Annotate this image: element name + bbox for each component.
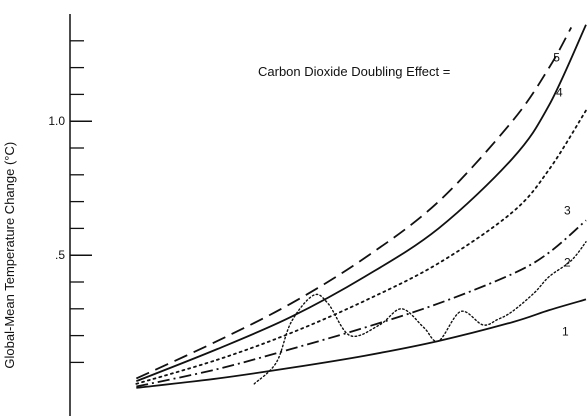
series-label: 3 [564, 203, 571, 217]
series-label: 2 [564, 255, 571, 269]
series-line-5 [135, 26, 573, 380]
series-line-4 [136, 24, 587, 382]
series-line-2 [136, 219, 587, 388]
label-layer: Global-Mean Temperature Change (°C) Carb… [2, 50, 571, 368]
series-label: 1 [562, 324, 569, 338]
axis-layer: .5 1.0 [48, 14, 92, 416]
series-line-1 [136, 298, 587, 389]
series-line-3 [135, 109, 587, 385]
series-layer [135, 24, 587, 389]
series-label: 4 [556, 86, 563, 100]
chart-annotation: Carbon Dioxide Doubling Effect = [258, 64, 450, 79]
y-tick-label: 1.0 [48, 114, 65, 128]
series-label: 5 [553, 50, 560, 64]
y-tick-label: .5 [55, 248, 65, 262]
y-axis-label: Global-Mean Temperature Change (°C) [2, 142, 17, 369]
series-line-observed [253, 241, 587, 385]
